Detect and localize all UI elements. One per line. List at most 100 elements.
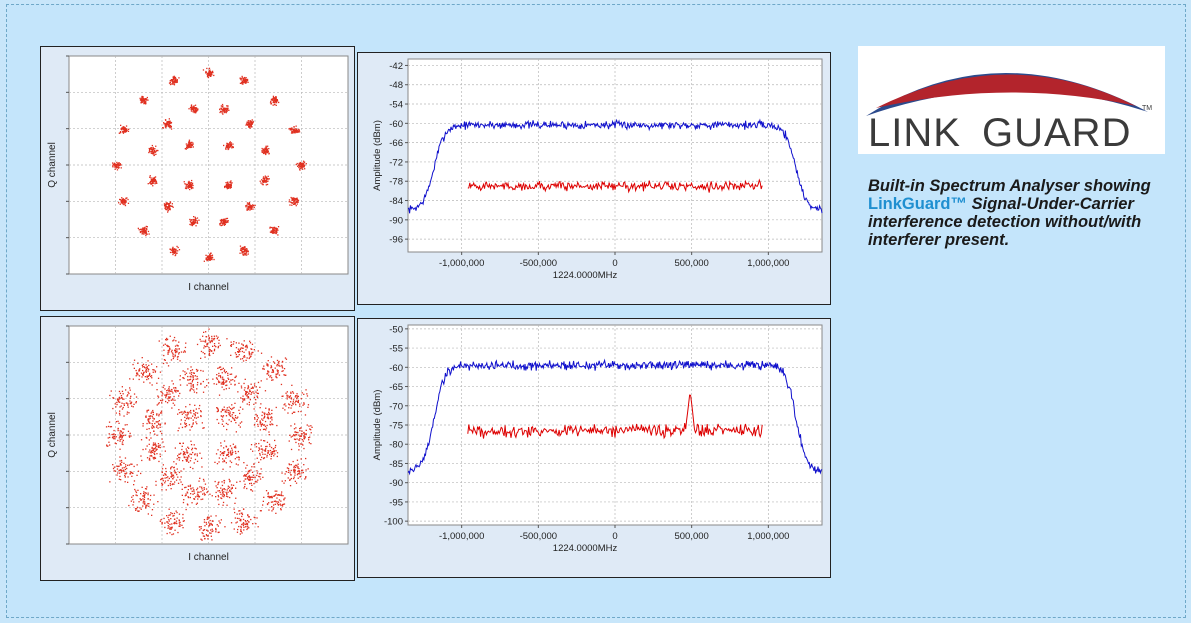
scatter-point <box>150 375 153 377</box>
scatter-point <box>227 485 229 487</box>
scatter-point <box>160 478 162 481</box>
scatter-point <box>307 406 309 408</box>
scatter-point <box>164 388 166 390</box>
scatter-point <box>151 144 153 147</box>
scatter-point <box>298 165 300 167</box>
scatter-point <box>265 445 267 448</box>
scatter-point <box>174 390 176 392</box>
scatter-point <box>231 453 233 455</box>
scatter-point <box>156 445 158 447</box>
scatter-point <box>201 457 203 459</box>
scatter-point <box>240 529 242 531</box>
scatter-point <box>283 482 285 484</box>
scatter-point <box>145 492 147 494</box>
scatter-point <box>267 452 269 454</box>
scatter-point <box>225 222 227 224</box>
scatter-point <box>220 445 222 447</box>
scatter-point <box>209 257 211 259</box>
scatter-point <box>124 202 126 204</box>
scatter-point <box>236 521 238 523</box>
scatter-point <box>123 466 125 469</box>
scatter-point <box>148 233 150 235</box>
scatter-point <box>263 365 265 367</box>
scatter-point <box>230 344 232 347</box>
scatter-point <box>231 449 233 451</box>
scatter-point <box>186 417 188 419</box>
scatter-point <box>141 364 143 367</box>
scatter-point <box>209 493 211 495</box>
scatter-point <box>146 229 148 231</box>
scatter-point <box>253 483 255 485</box>
scatter-point <box>127 394 129 396</box>
scatter-point <box>173 404 176 406</box>
scatter-point <box>260 459 262 461</box>
scatter-point <box>181 448 183 451</box>
scatter-point <box>119 440 121 442</box>
scatter-point <box>289 434 291 436</box>
scatter-point <box>186 412 188 414</box>
scatter-point <box>113 429 115 432</box>
scatter-point <box>146 233 148 235</box>
scatter-point <box>190 387 192 389</box>
scatter-point <box>310 429 312 431</box>
scatter-point <box>252 386 254 388</box>
scatter-point <box>193 108 195 110</box>
scatter-point <box>176 468 178 470</box>
scatter-point <box>157 446 160 448</box>
scatter-point <box>265 149 267 151</box>
scatter-point <box>167 396 170 398</box>
scatter-point <box>124 424 126 426</box>
scatter-point <box>155 480 157 483</box>
scatter-point <box>267 363 269 366</box>
scatter-point <box>194 496 197 498</box>
scatter-point <box>303 402 305 404</box>
scatter-point <box>178 409 180 411</box>
scatter-point <box>229 141 231 143</box>
scatter-point <box>227 372 229 374</box>
scatter-point <box>168 120 170 122</box>
scatter-point <box>126 395 128 397</box>
scatter-point <box>167 345 169 347</box>
scatter-point <box>168 208 170 211</box>
scatter-point <box>167 525 169 527</box>
scatter-point <box>271 371 273 373</box>
scatter-point <box>109 436 111 439</box>
scatter-point <box>226 338 228 340</box>
scatter-point <box>180 470 182 472</box>
scatter-point <box>194 453 196 455</box>
scatter-point <box>268 431 270 433</box>
scatter-point <box>122 398 124 400</box>
scatter-point <box>177 482 180 484</box>
scatter-point <box>246 346 248 348</box>
scatter-point <box>208 525 210 527</box>
scatter-point <box>185 493 187 495</box>
scatter-point <box>148 364 150 367</box>
scatter-point <box>296 130 298 132</box>
scatter-point <box>247 472 249 474</box>
scatter-point <box>171 349 173 351</box>
scatter-point <box>215 485 217 487</box>
scatter-point <box>173 339 175 341</box>
scatter-point <box>297 463 299 465</box>
scatter-point <box>190 145 192 147</box>
scatter-point <box>164 480 167 482</box>
scatter-point <box>190 143 192 145</box>
scatter-point <box>243 340 245 342</box>
scatter-point <box>168 207 170 209</box>
scatter-point <box>118 202 120 204</box>
scatter-point <box>176 344 178 346</box>
scatter-point <box>175 348 177 350</box>
scatter-point <box>222 493 224 495</box>
scatter-point <box>244 250 246 252</box>
scatter-point <box>253 516 255 518</box>
scatter-point <box>137 510 140 512</box>
linkguard-logo-graphic: LINK GUARD TM <box>866 72 1152 155</box>
scatter-point <box>192 493 194 495</box>
scatter-point <box>279 365 281 367</box>
scatter-point <box>217 367 219 369</box>
scatter-point <box>194 447 196 449</box>
scatter-point <box>301 163 303 165</box>
scatter-point <box>196 388 198 390</box>
scatter-point <box>295 427 297 429</box>
scatter-point <box>192 384 194 386</box>
